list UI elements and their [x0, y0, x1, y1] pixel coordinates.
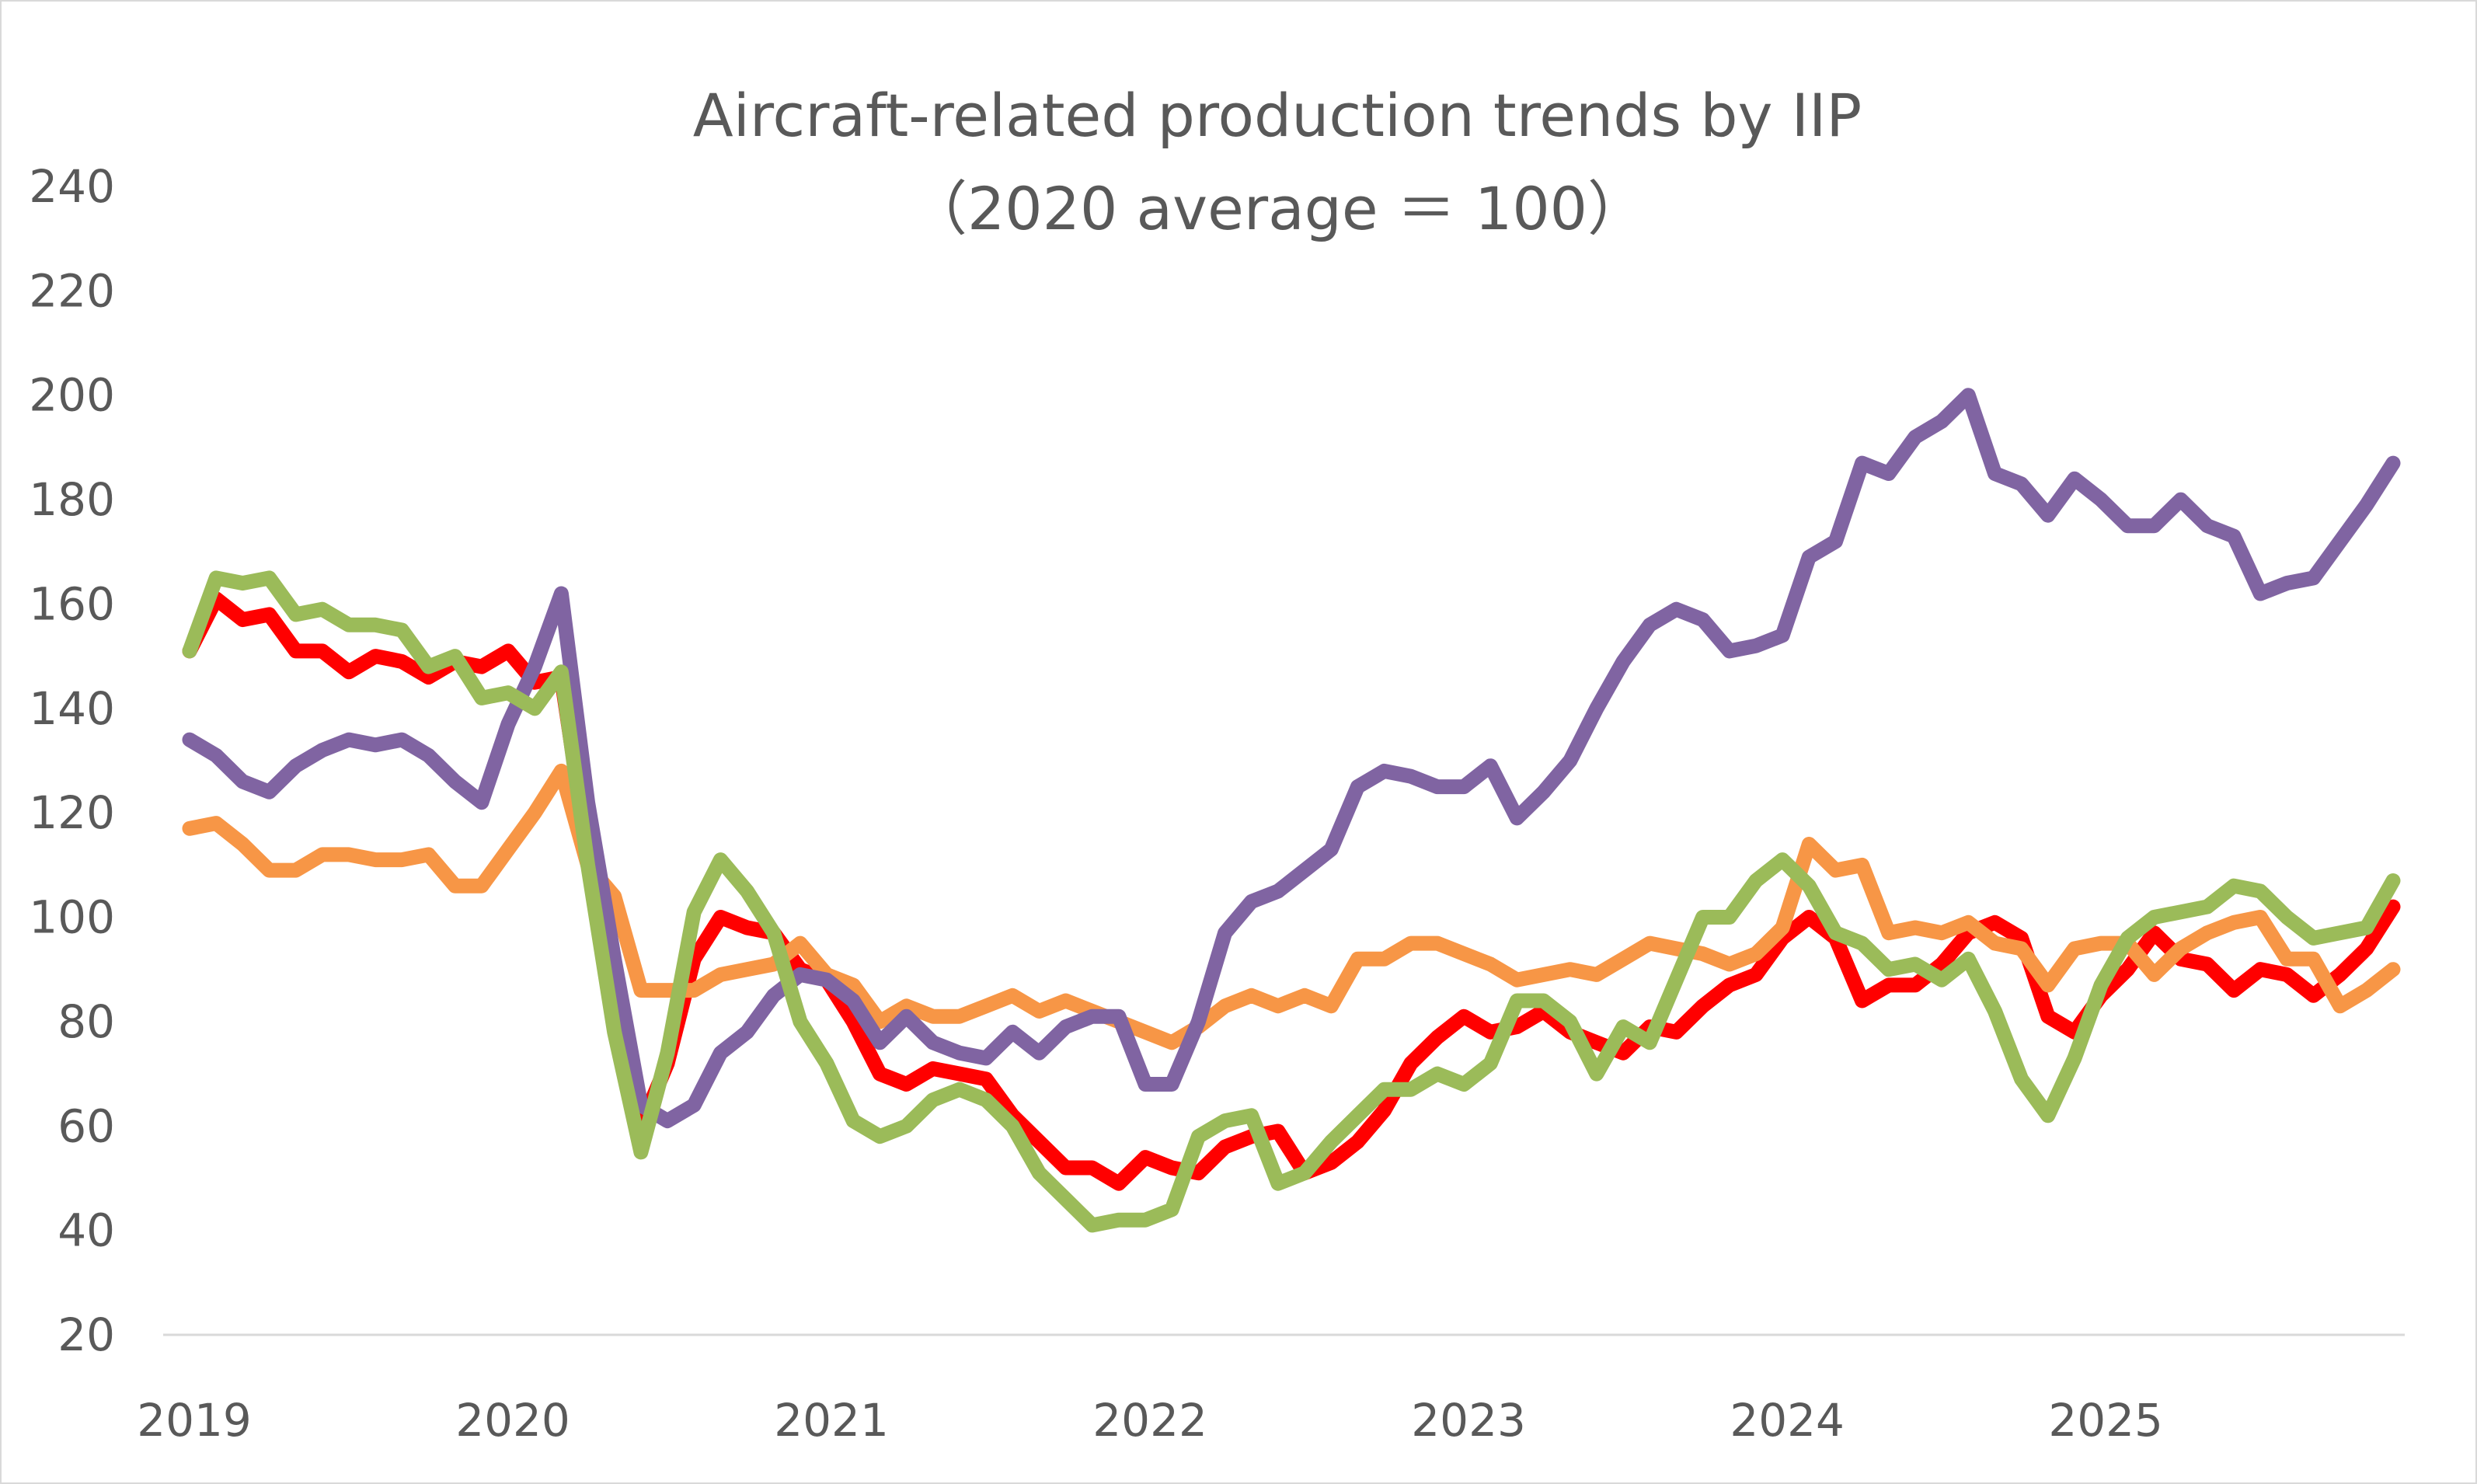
y-tick-label: 120 — [29, 786, 115, 839]
y-tick-label: 100 — [29, 891, 115, 944]
series-line-4 — [182, 570, 2401, 1233]
x-tick-label: 2024 — [1730, 1394, 1845, 1447]
x-tick-label: 2025 — [2048, 1394, 2163, 1447]
series-line-3 — [182, 388, 2401, 1129]
series-line-2 — [182, 763, 2401, 1050]
y-tick-label: 220 — [29, 264, 115, 317]
chart-title: Aircraft-related production trends by II… — [693, 81, 1862, 150]
y-tick-label: 80 — [57, 995, 115, 1048]
x-tick-label: 2022 — [1092, 1394, 1207, 1447]
series-group — [182, 388, 2401, 1233]
y-tick-label: 180 — [29, 473, 115, 526]
y-tick-label: 160 — [29, 577, 115, 630]
x-tick-label: 2019 — [137, 1394, 252, 1447]
x-tick-label: 2020 — [455, 1394, 570, 1447]
x-tick-label: 2023 — [1411, 1394, 1526, 1447]
chart-subtitle: （2020 average ＝ 100） — [908, 174, 1646, 243]
y-tick-label: 140 — [29, 682, 115, 735]
y-axis-tick-labels: 20 40 60 80 100 120 140 160 180 200 220 240 — [29, 160, 115, 1361]
x-axis-tick-labels: 2019 2020 2021 2022 2023 2024 2025 — [137, 1394, 2163, 1447]
y-tick-label: 20 — [57, 1308, 115, 1361]
y-tick-label: 200 — [29, 369, 115, 422]
x-tick-label: 2021 — [774, 1394, 889, 1447]
y-tick-label: 60 — [57, 1099, 115, 1152]
y-tick-label: 240 — [29, 160, 115, 213]
y-tick-label: 40 — [57, 1204, 115, 1257]
